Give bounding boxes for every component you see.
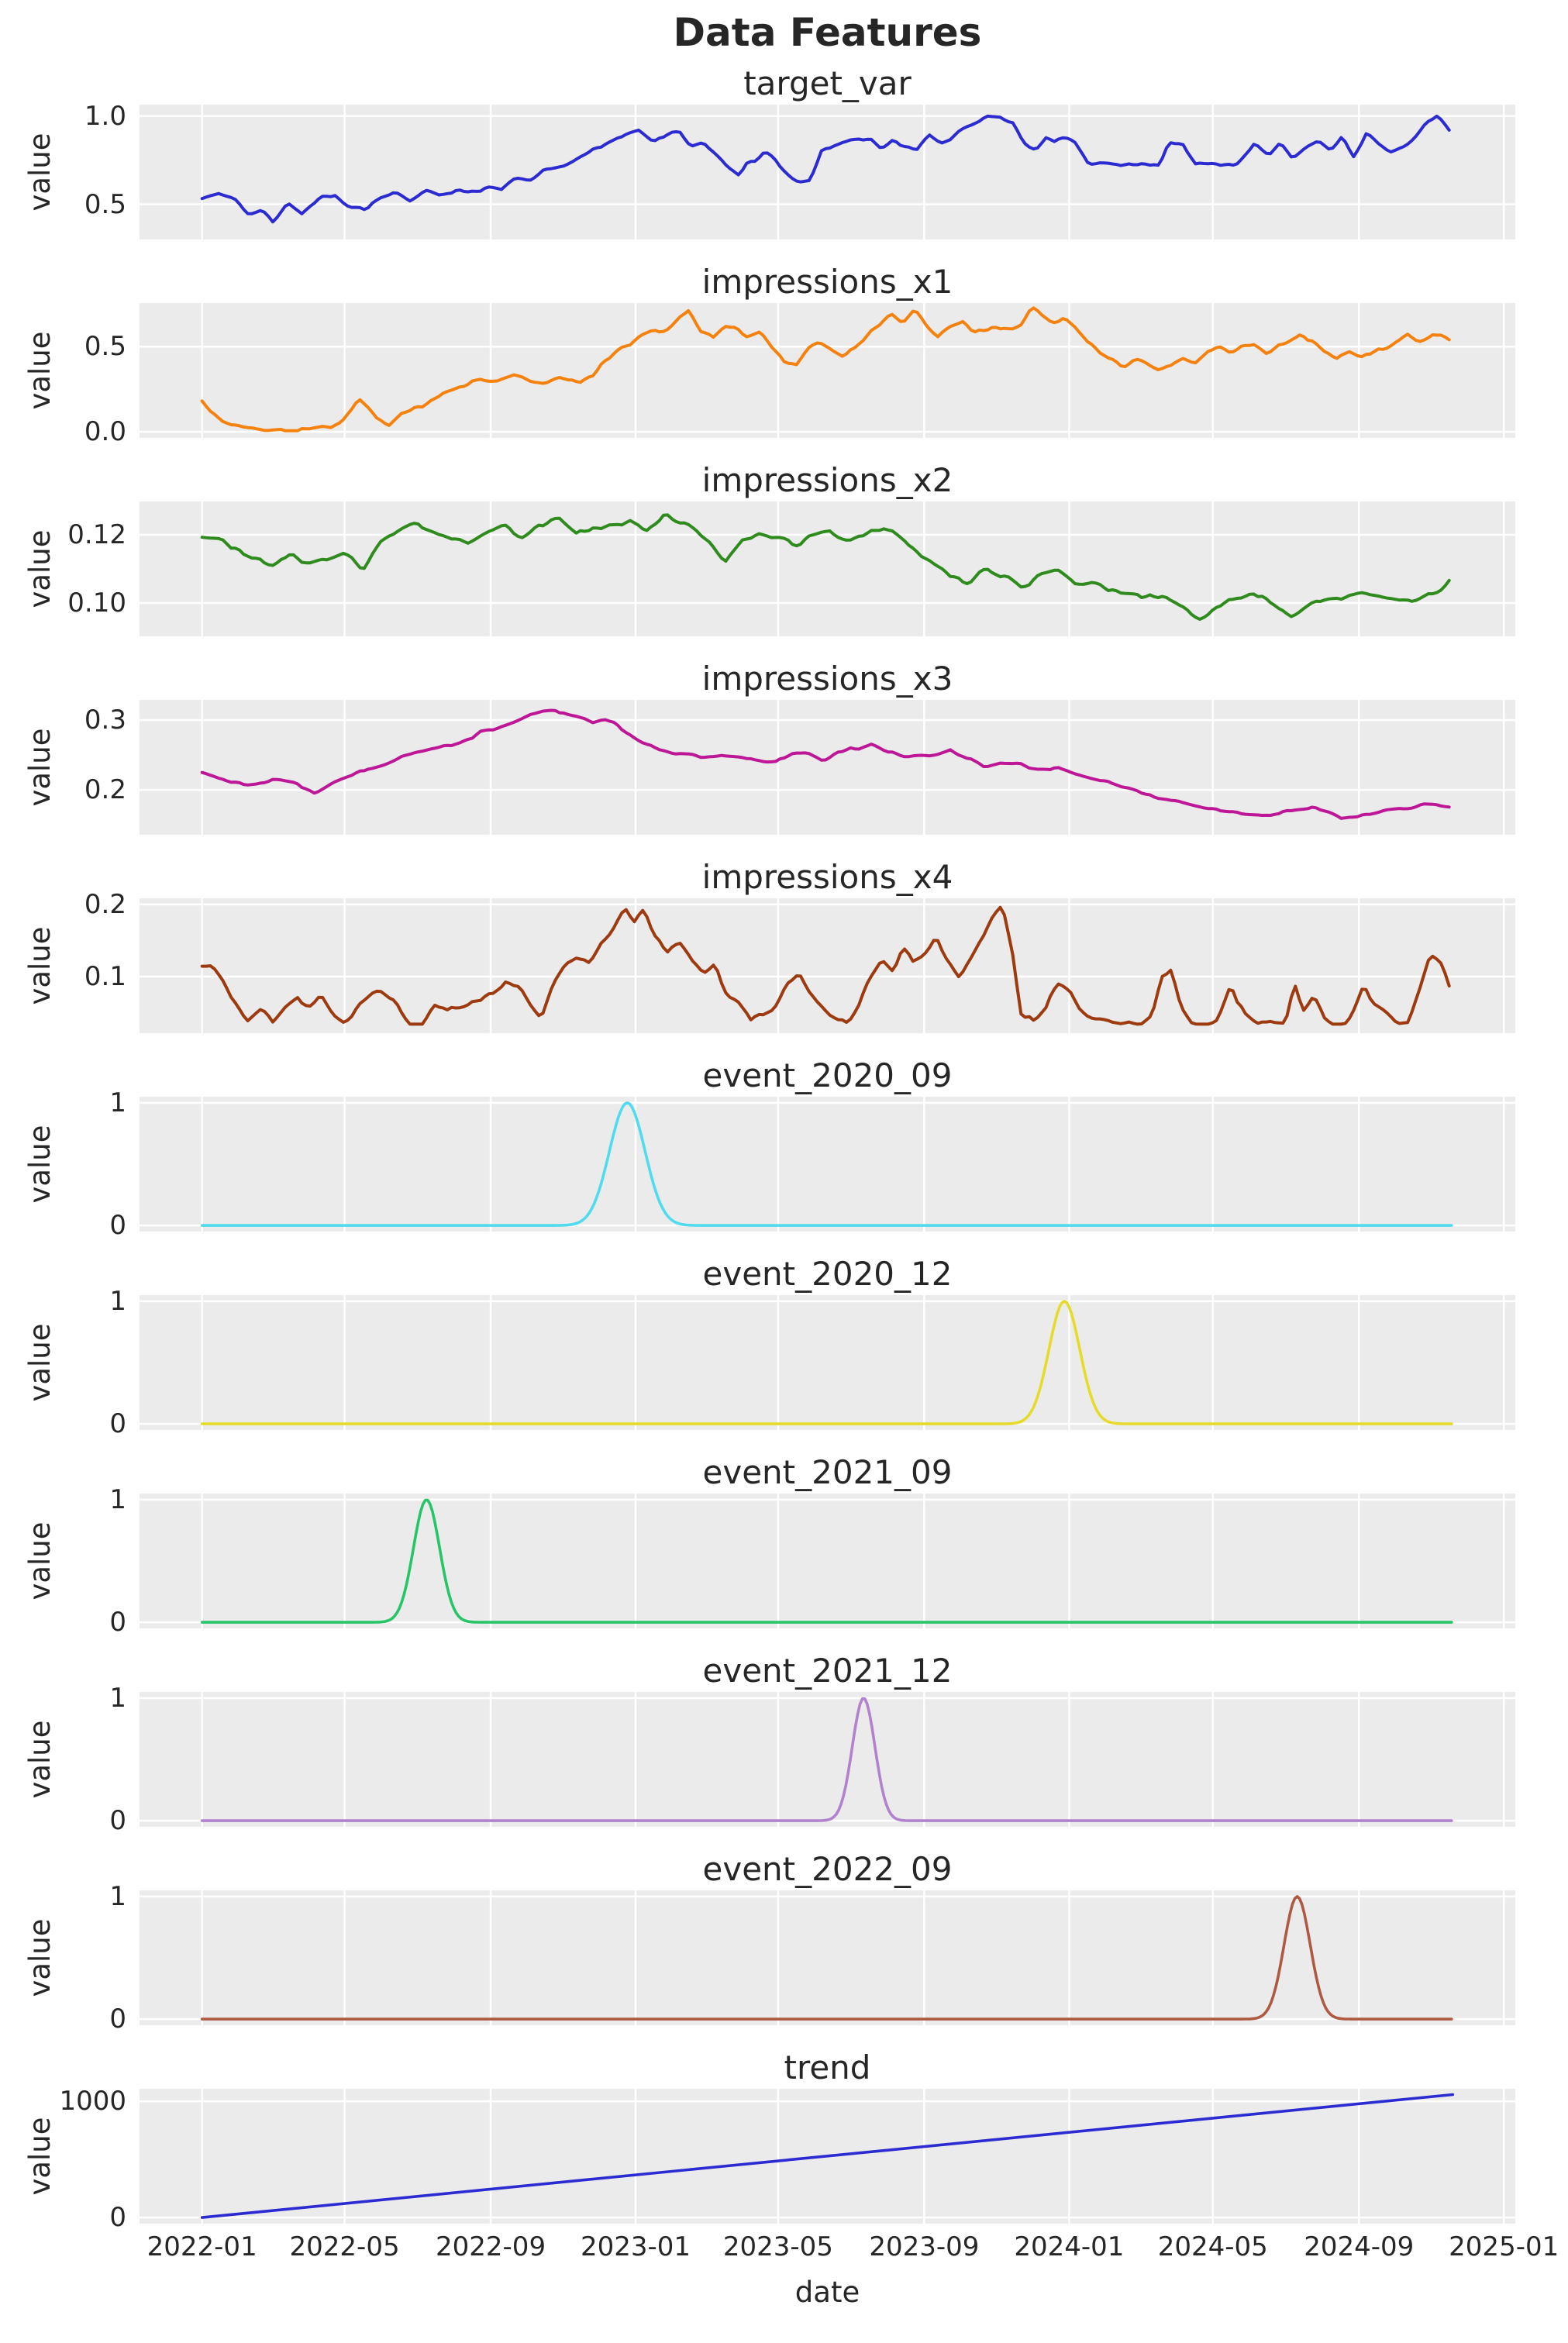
plot-background bbox=[140, 303, 1515, 438]
subplot-impressions_x1 bbox=[140, 303, 1515, 438]
event_2022_09-line bbox=[200, 1895, 1453, 2021]
subplot-title-event_2020_12: event_2020_12 bbox=[702, 1255, 953, 1293]
y-tick-label: 1.0 bbox=[84, 100, 126, 132]
y-tick-label: 0.10 bbox=[67, 587, 126, 618]
plot-background bbox=[140, 1295, 1515, 1430]
x-tick-label: 2025-01 bbox=[1449, 2231, 1559, 2262]
subplot-title-event_2021_12: event_2021_12 bbox=[702, 1652, 953, 1690]
plot-background bbox=[140, 1097, 1515, 1232]
event_2020_12-line bbox=[200, 1300, 1453, 1425]
subplot-title-impressions_x2: impressions_x2 bbox=[701, 461, 953, 499]
y-tick-label: 0 bbox=[109, 1607, 126, 1638]
figure-title: Data Features bbox=[673, 10, 982, 55]
event_2020_09-line bbox=[200, 1101, 1453, 1227]
x-tick-label: 2022-09 bbox=[436, 2231, 546, 2262]
event_2021_12-line bbox=[200, 1697, 1453, 1822]
impressions_x1-line bbox=[200, 306, 1451, 432]
x-tick-label: 2023-09 bbox=[869, 2231, 980, 2262]
impressions_x4-line bbox=[200, 905, 1451, 1026]
impressions_x3-line bbox=[200, 708, 1451, 820]
y-tick-label: 1000 bbox=[59, 2086, 126, 2117]
y-tick-label: 0.5 bbox=[84, 331, 126, 363]
x-tick-label: 2023-01 bbox=[580, 2231, 691, 2262]
subplot-event_2022_09 bbox=[140, 1890, 1515, 2025]
y-tick-label: 1 bbox=[109, 1285, 126, 1317]
subplot-target_var bbox=[140, 105, 1515, 239]
plot-background bbox=[140, 1494, 1515, 1628]
plot-background bbox=[140, 501, 1515, 636]
subplot-event_2021_12 bbox=[140, 1692, 1515, 1827]
y-tick-label: 1 bbox=[109, 1483, 126, 1515]
y-tick-label: 0.0 bbox=[84, 416, 126, 448]
x-axis-label: date bbox=[794, 2276, 860, 2309]
y-tick-label: 0.5 bbox=[84, 188, 126, 220]
subplot-event_2020_09 bbox=[140, 1097, 1515, 1232]
subplot-impressions_x3 bbox=[140, 700, 1515, 835]
subplot-title-impressions_x1: impressions_x1 bbox=[701, 263, 953, 301]
y-tick-label: 0.2 bbox=[84, 774, 126, 806]
plot-background bbox=[140, 1890, 1515, 2025]
subplot-impressions_x4 bbox=[140, 898, 1515, 1033]
y-tick-label: 0.3 bbox=[84, 705, 126, 736]
y-tick-label: 0.1 bbox=[84, 960, 126, 992]
y-tick-label: 0.12 bbox=[67, 519, 126, 551]
x-tick-label: 2022-01 bbox=[146, 2231, 257, 2262]
x-tick-label: 2024-01 bbox=[1014, 2231, 1125, 2262]
y-tick-label: 0 bbox=[109, 1210, 126, 1242]
y-tick-label: 0 bbox=[109, 2004, 126, 2035]
y-tick-label: 0 bbox=[109, 2202, 126, 2234]
impressions_x2-line bbox=[200, 513, 1451, 621]
subplot-title-event_2021_09: event_2021_09 bbox=[702, 1453, 953, 1491]
plot-background bbox=[140, 1692, 1515, 1827]
subplot-title-event_2022_09: event_2022_09 bbox=[702, 1850, 953, 1888]
subplot-title-target_var: target_var bbox=[743, 64, 912, 102]
y-tick-label: 1 bbox=[109, 1682, 126, 1714]
x-tick-label: 2024-09 bbox=[1304, 2231, 1415, 2262]
subplot-title-impressions_x3: impressions_x3 bbox=[701, 660, 953, 698]
event_2021_09-line bbox=[200, 1498, 1453, 1624]
x-tick-label: 2024-05 bbox=[1157, 2231, 1268, 2262]
subplot-impressions_x2 bbox=[140, 501, 1515, 636]
subplot-title-trend: trend bbox=[784, 2048, 871, 2086]
plot-background bbox=[140, 105, 1515, 239]
subplot-event_2020_12 bbox=[140, 1295, 1515, 1430]
y-tick-label: 0 bbox=[109, 1805, 126, 1837]
x-tick-label: 2023-05 bbox=[722, 2231, 833, 2262]
x-tick-label: 2022-05 bbox=[289, 2231, 400, 2262]
target_var-line bbox=[200, 114, 1451, 224]
y-tick-label: 0.2 bbox=[84, 888, 126, 920]
y-tick-label: 1 bbox=[109, 1880, 126, 1912]
subplot-title-impressions_x4: impressions_x4 bbox=[701, 858, 953, 896]
subplot-trend bbox=[140, 2089, 1515, 2224]
subplot-event_2021_09 bbox=[140, 1494, 1515, 1628]
subplot-title-event_2020_09: event_2020_09 bbox=[702, 1056, 953, 1094]
y-tick-label: 1 bbox=[109, 1087, 126, 1118]
trend-line bbox=[200, 2093, 1455, 2219]
y-tick-label: 0 bbox=[109, 1408, 126, 1440]
